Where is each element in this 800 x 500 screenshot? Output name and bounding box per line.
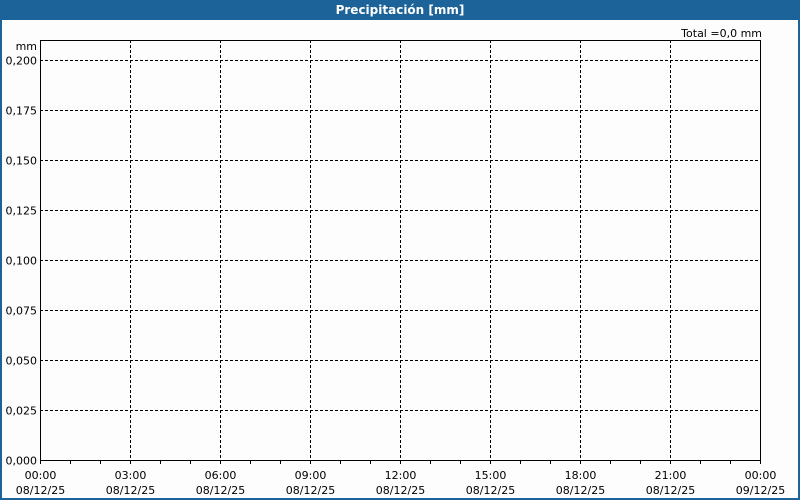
x-tick-time-label: 21:00 bbox=[655, 469, 687, 482]
x-tick-time-label: 06:00 bbox=[205, 469, 237, 482]
x-tick-date-label: 08/12/25 bbox=[106, 484, 155, 497]
x-tick-date-label: 08/12/25 bbox=[376, 484, 425, 497]
y-tick-label: 0,075 bbox=[6, 305, 38, 318]
x-tick-date-label: 08/12/25 bbox=[196, 484, 245, 497]
chart-title: Precipitación [mm] bbox=[335, 3, 465, 17]
x-tick-time-label: 00:00 bbox=[745, 469, 777, 482]
y-tick-label: 0,025 bbox=[6, 405, 38, 418]
x-tick-time-label: 09:00 bbox=[295, 469, 327, 482]
x-tick-time-label: 03:00 bbox=[115, 469, 147, 482]
x-tick-date-label: 08/12/25 bbox=[466, 484, 515, 497]
y-tick-label: 0,050 bbox=[6, 355, 38, 368]
y-tick-label: 0,150 bbox=[6, 155, 38, 168]
y-tick-label: 0,200 bbox=[6, 55, 38, 68]
x-tick-time-label: 12:00 bbox=[385, 469, 417, 482]
x-tick-date-label: 08/12/25 bbox=[556, 484, 605, 497]
x-tick-time-label: 18:00 bbox=[565, 469, 597, 482]
x-tick-date-label: 08/12/25 bbox=[286, 484, 335, 497]
y-axis-unit-label: mm bbox=[16, 40, 37, 53]
y-tick-label: 0,175 bbox=[6, 105, 38, 118]
y-tick-label: 0,000 bbox=[6, 455, 38, 468]
chart-title-bar: Precipitación [mm] bbox=[0, 0, 800, 20]
y-tick-label: 0,125 bbox=[6, 205, 38, 218]
x-tick-date-label: 08/12/25 bbox=[16, 484, 65, 497]
x-tick-time-label: 00:00 bbox=[25, 469, 57, 482]
y-tick-label: 0,100 bbox=[6, 255, 38, 268]
x-tick-date-label: 08/12/25 bbox=[646, 484, 695, 497]
total-label: Total =0,0 mm bbox=[680, 27, 762, 40]
x-tick-date-label: 09/12/25 bbox=[736, 484, 785, 497]
x-tick-time-label: 15:00 bbox=[475, 469, 507, 482]
